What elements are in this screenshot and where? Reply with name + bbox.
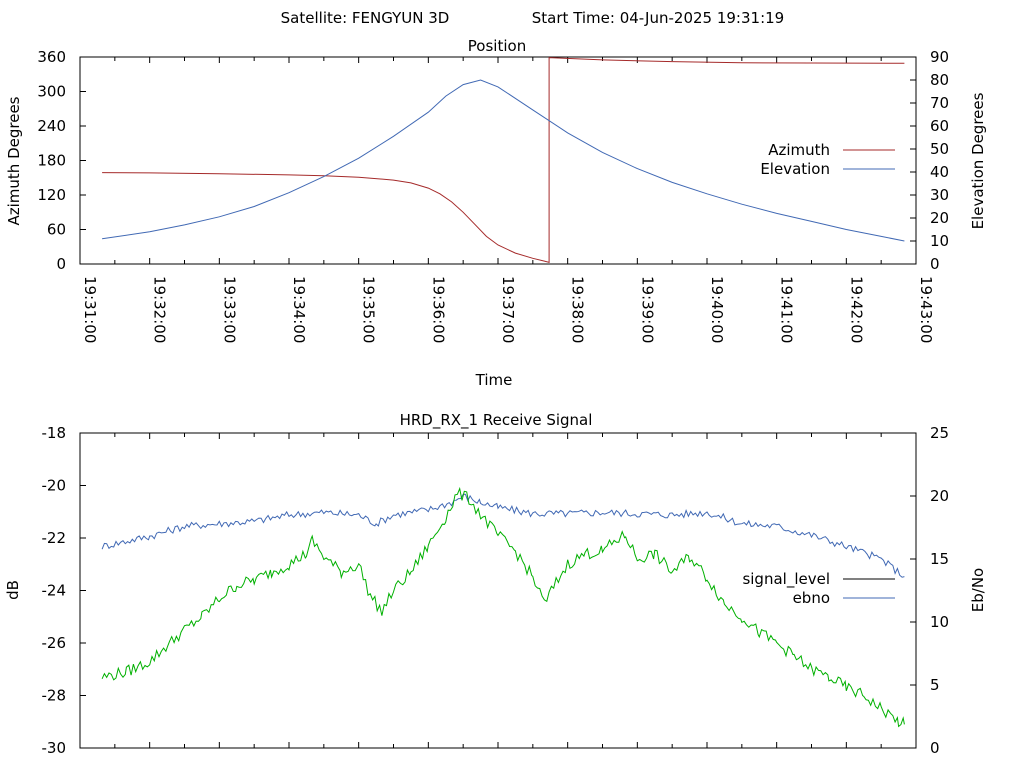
- x-tick-label: 19:42:00: [847, 276, 865, 343]
- legend-label-Elevation: Elevation: [760, 160, 830, 178]
- y2-tick-label: 20: [930, 487, 949, 505]
- signal-y-axis-label: dB: [4, 580, 22, 600]
- signal-plot-frame: [79, 432, 917, 749]
- series-line-series-2: [101, 486, 905, 728]
- series-line-Azimuth: [102, 57, 905, 263]
- position-y2-axis-label: Elevation Degrees: [969, 92, 987, 229]
- y-tick-label: 240: [37, 117, 66, 135]
- y-tick-label: 0: [56, 255, 66, 273]
- y2-tick-label: 5: [930, 676, 940, 694]
- x-tick-label: 19:37:00: [499, 276, 517, 343]
- legend-label-ebno: ebno: [793, 589, 830, 607]
- y-tick-label: -20: [42, 477, 67, 495]
- x-tick-label: 19:39:00: [638, 276, 656, 343]
- y-tick-label: 360: [37, 48, 66, 66]
- y2-tick-label: 70: [930, 94, 949, 112]
- signal-y2-axis-label: Eb/No: [969, 568, 987, 612]
- x-tick-label: 19:40:00: [708, 276, 726, 343]
- y2-tick-label: 30: [930, 186, 949, 204]
- signal-chart-title: HRD_RX_1 Receive Signal: [400, 411, 593, 430]
- y-tick-label: 60: [47, 221, 66, 239]
- y2-tick-label: 90: [930, 48, 949, 66]
- series-line-Elevation: [102, 79, 905, 242]
- x-tick-label: 19:41:00: [778, 276, 796, 343]
- x-tick-label: 19:38:00: [569, 276, 587, 343]
- y-tick-label: 120: [37, 186, 66, 204]
- y2-tick-label: 80: [930, 71, 949, 89]
- satellite-label: Satellite: FENGYUN 3D: [281, 9, 450, 27]
- y-tick-label: -18: [42, 424, 67, 442]
- x-tick-label: 19:35:00: [360, 276, 378, 343]
- y2-tick-label: 40: [930, 163, 949, 181]
- start-time-label: Start Time: 04-Jun-2025 19:31:19: [532, 9, 784, 27]
- legend-label-Azimuth: Azimuth: [768, 141, 830, 159]
- y2-tick-label: 20: [930, 209, 949, 227]
- y-tick-label: -30: [42, 739, 67, 757]
- y-tick-label: -24: [42, 582, 67, 600]
- position-y-axis-label: Azimuth Degrees: [5, 96, 23, 225]
- y2-tick-label: 10: [930, 613, 949, 631]
- x-tick-label: 19:32:00: [151, 276, 169, 343]
- y2-tick-label: 0: [930, 739, 940, 757]
- y2-tick-label: 50: [930, 140, 949, 158]
- position-x-axis-label: Time: [475, 371, 513, 389]
- x-tick-label: 19:31:00: [81, 276, 99, 343]
- y2-tick-label: 60: [930, 117, 949, 135]
- position-chart: Position 19:31:00 19:32:00 19:33:00 19:34:0…: [5, 37, 987, 389]
- y-tick-label: -26: [42, 634, 67, 652]
- signal-chart: HRD_RX_1 Receive Signal -30 -28 -26 -24 -22 -…: [4, 411, 987, 757]
- x-tick-label: 19:36:00: [429, 276, 447, 343]
- y2-tick-label: 15: [930, 550, 949, 568]
- y2-tick-label: 25: [930, 424, 949, 442]
- series-line-ebno: [101, 493, 905, 578]
- y-tick-label: -22: [42, 529, 67, 547]
- y2-tick-label: 0: [930, 255, 940, 273]
- legend-label-signal_level: signal_level: [742, 570, 830, 589]
- y-tick-label: 300: [37, 83, 66, 101]
- x-tick-label: 19:33:00: [220, 276, 238, 343]
- y-tick-label: -28: [42, 687, 67, 705]
- position-chart-title: Position: [468, 37, 526, 55]
- x-tick-label: 19:43:00: [917, 276, 935, 343]
- x-tick-label: 19:34:00: [290, 276, 308, 343]
- y2-tick-label: 10: [930, 232, 949, 250]
- y-tick-label: 180: [37, 152, 66, 170]
